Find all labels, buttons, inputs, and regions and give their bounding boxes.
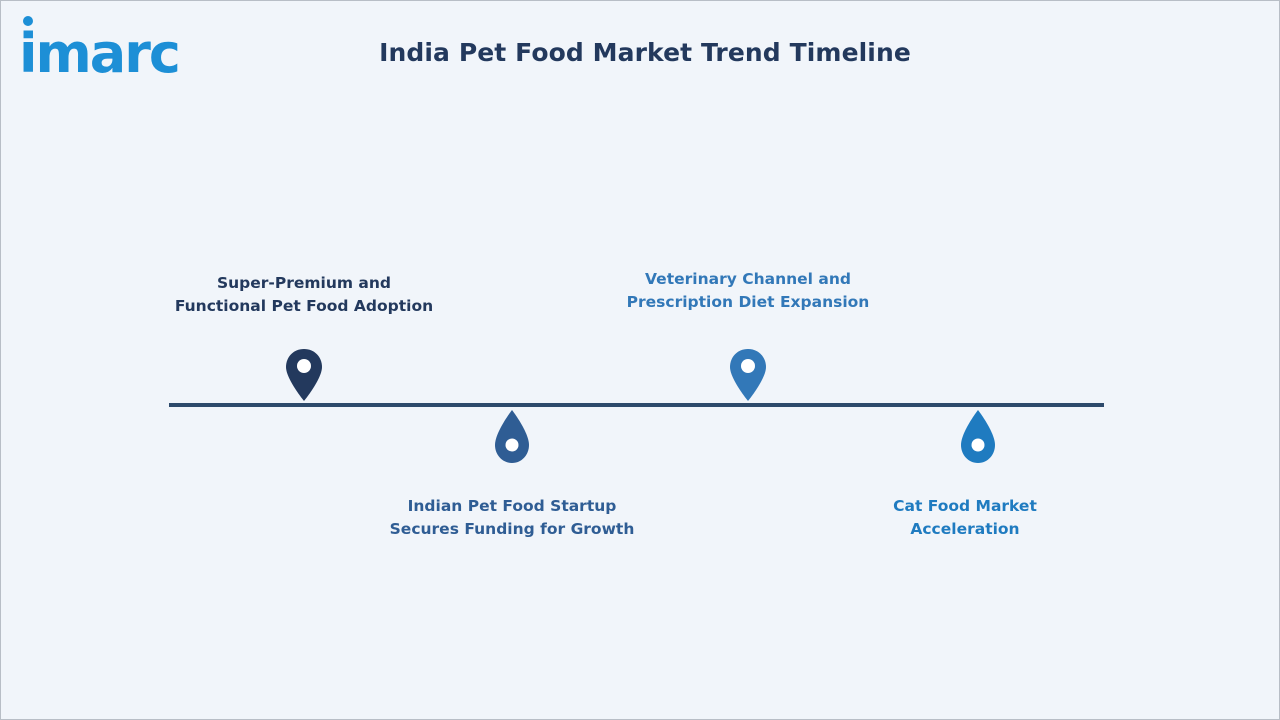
drop-pin-icon [961,410,995,463]
milestone-1-line1: Super-Premium and [216,274,392,292]
milestone-label-2: Indian Pet Food Startup Secures Funding … [362,495,662,541]
imarc-logo: imarc [19,16,181,84]
map-pin-icon [730,349,766,401]
milestone-3-line1: Veterinary Channel and [645,270,851,288]
page-title: India Pet Food Market Trend Timeline [379,38,911,67]
milestone-label-3: Veterinary Channel and Prescription Diet… [598,268,898,314]
milestone-label-4: Cat Food Market Acceleration [815,495,1115,541]
milestone-4-line1: Cat Food Market [893,497,1037,515]
milestone-1-line2: Functional Pet Food Adoption [174,297,434,315]
milestone-4-line2: Acceleration [910,520,1020,538]
drop-pin-icon [495,410,529,463]
milestone-2-line2: Secures Funding for Growth [389,520,635,538]
milestone-3-line2: Prescription Diet Expansion [626,293,870,311]
milestone-label-1: Super-Premium and Functional Pet Food Ad… [154,272,454,318]
logo-text: imarc [19,22,179,84]
map-pin-icon [286,349,322,401]
milestone-2-line1: Indian Pet Food Startup [407,497,617,515]
timeline-axis [169,403,1104,407]
